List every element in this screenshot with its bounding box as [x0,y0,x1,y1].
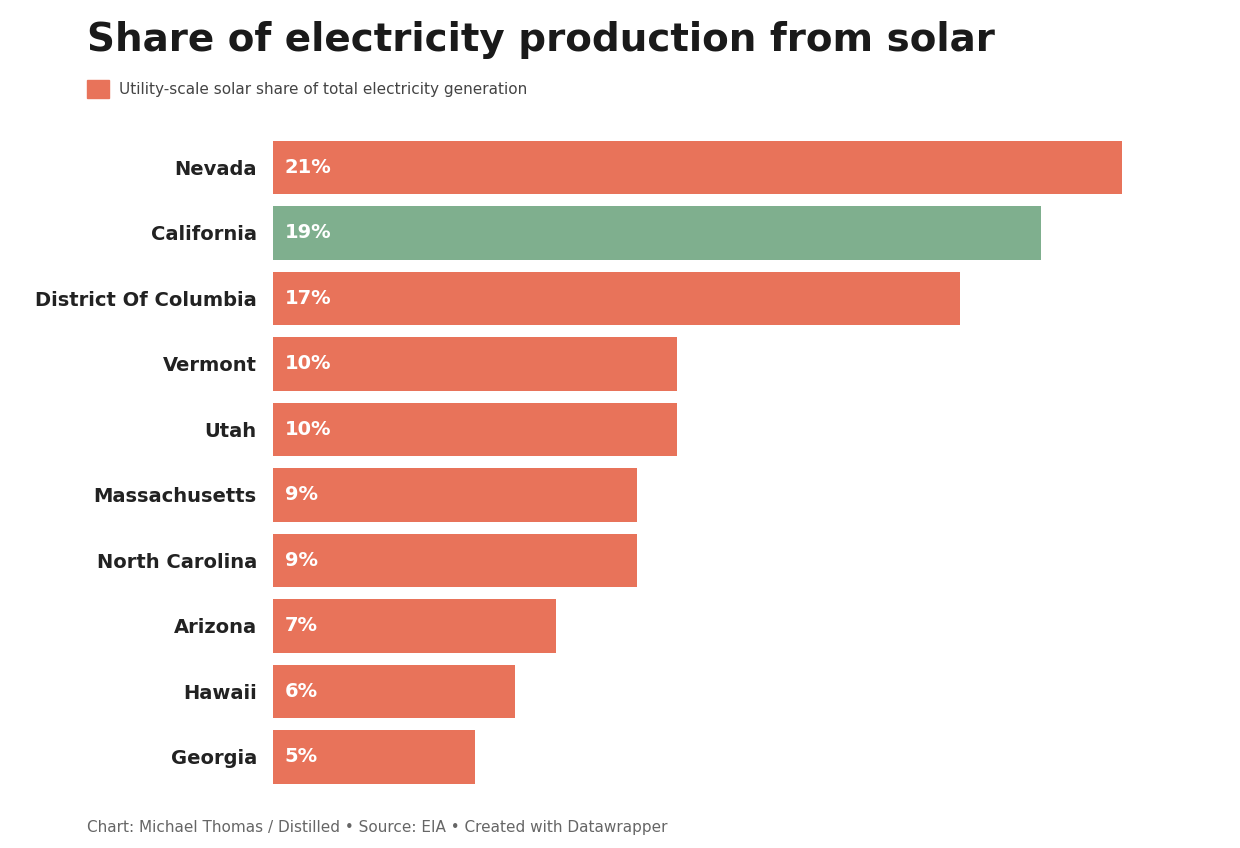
Bar [273,533,636,588]
Text: 10%: 10% [285,354,331,373]
Text: 5%: 5% [285,747,317,767]
Bar [273,468,636,522]
Text: 7%: 7% [285,616,317,635]
Text: 9%: 9% [285,551,317,570]
Text: 10%: 10% [285,420,331,439]
Bar [273,206,1042,259]
Text: 19%: 19% [285,224,331,243]
Text: Chart: Michael Thomas / Distilled • Source: EIA • Created with Datawrapper: Chart: Michael Thomas / Distilled • Sour… [87,820,667,835]
Text: 6%: 6% [285,682,317,700]
Bar [273,665,516,718]
Text: Share of electricity production from solar: Share of electricity production from sol… [87,21,994,59]
Text: 21%: 21% [285,158,331,177]
Bar [273,337,677,391]
Text: 17%: 17% [285,289,331,308]
Bar [273,141,1122,194]
Bar [273,599,556,653]
Text: Utility-scale solar share of total electricity generation: Utility-scale solar share of total elect… [119,81,527,97]
Bar [273,271,960,326]
Bar [273,730,475,784]
Bar [273,403,677,456]
Text: 9%: 9% [285,485,317,505]
